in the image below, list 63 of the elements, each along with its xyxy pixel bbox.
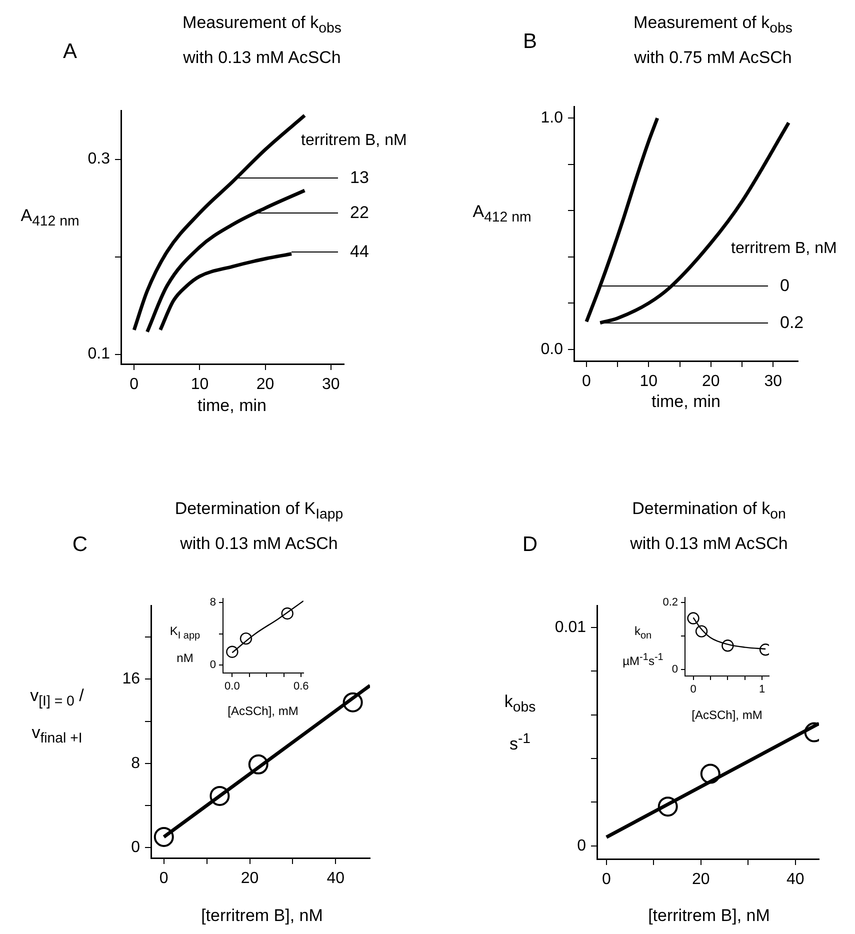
point [695, 625, 708, 638]
point [210, 786, 230, 806]
y-axis-title: K$_{I app}$ nM [170, 624, 200, 666]
x-axis-title: [territrem B], nM [647, 906, 771, 926]
x-tick-label: 0 [690, 684, 696, 696]
point [226, 646, 238, 658]
x-tick-label: 20 [256, 376, 274, 394]
x-tick-label: 20 [240, 870, 259, 888]
text: 0.2 [780, 313, 805, 333]
point [154, 826, 174, 847]
chart-title: Determination of k$_{on}$ with 0.13 mM AcSCh [629, 498, 789, 556]
point [342, 692, 363, 712]
y-axis-title: A$_{412 nm}$ [20, 205, 80, 232]
y-tick-label: 0.1 [88, 346, 110, 363]
x-tick-label: 30 [322, 376, 340, 394]
chart-title: Measurement of k$_{obs}$ with 0.13 mM AcSCh [182, 12, 342, 70]
legend-title: territrem B, nM [301, 132, 408, 150]
text: k$_{obs}$ s$^{-1}$ [504, 692, 536, 754]
y-tick-label: 8 [210, 596, 216, 609]
x-tick-label: 0 [159, 870, 168, 888]
text: C [71, 533, 89, 557]
legend-label: 44 [350, 242, 370, 262]
x-tick-label: 0.6 [293, 680, 309, 693]
x-axis-title: [territrem B], nM [200, 906, 324, 926]
point [240, 632, 252, 645]
x-tick-label: 20 [702, 373, 720, 390]
x-tick-label: 20 [692, 871, 710, 888]
text: B [522, 30, 538, 54]
x-tick-label: 1 [759, 684, 766, 696]
point [658, 796, 678, 817]
text: D [521, 533, 539, 557]
x-tick-label: 40 [326, 870, 345, 888]
text: 13 [350, 168, 370, 188]
x-tick-label: 30 [764, 373, 782, 390]
x-axis-title: time, min [650, 392, 722, 412]
text: v$_{[I] = 0}$ / v$_{final +I}$ [30, 686, 84, 747]
point [687, 612, 700, 624]
y-axis-title: A$_{412 nm}$ [472, 201, 532, 228]
x-tick-label: 0.0 [224, 680, 240, 693]
point [248, 754, 268, 774]
point [281, 607, 294, 620]
y-tick-label: 0 [131, 838, 140, 856]
point [700, 764, 720, 784]
x-axis-title: time, min [196, 396, 268, 416]
text: A [62, 40, 78, 64]
x-tick-label: 10 [640, 373, 658, 390]
x-tick-label: 10 [190, 376, 209, 394]
text: 0 [780, 276, 790, 296]
y-tick-label: 16 [122, 670, 140, 688]
x-tick-label: 40 [786, 871, 804, 888]
point [722, 640, 734, 652]
chart-title: Measurement of k$_{obs}$ with 0.75 mM AcSCh [632, 12, 794, 70]
x-tick-label: 0 [602, 871, 611, 888]
legend-label: 22 [350, 203, 370, 223]
x-axis-title: [AcSCh], mM [690, 708, 764, 722]
y-tick-label: 8 [131, 754, 140, 772]
y-tick-label: 0.01 [554, 618, 586, 636]
x-axis-title: [AcSCh], mM [226, 704, 300, 718]
y-tick-label: 0.3 [88, 150, 110, 168]
y-tick-label: 1.0 [540, 110, 564, 127]
text: k$_{on}$ µM$^{-1}$s$^{-1}$ [622, 624, 664, 668]
chart-title: Determination of K$_{Iapp}$ with 0.13 mM AcSCh [174, 498, 344, 556]
legend-title: territrem B, nM [731, 240, 838, 258]
